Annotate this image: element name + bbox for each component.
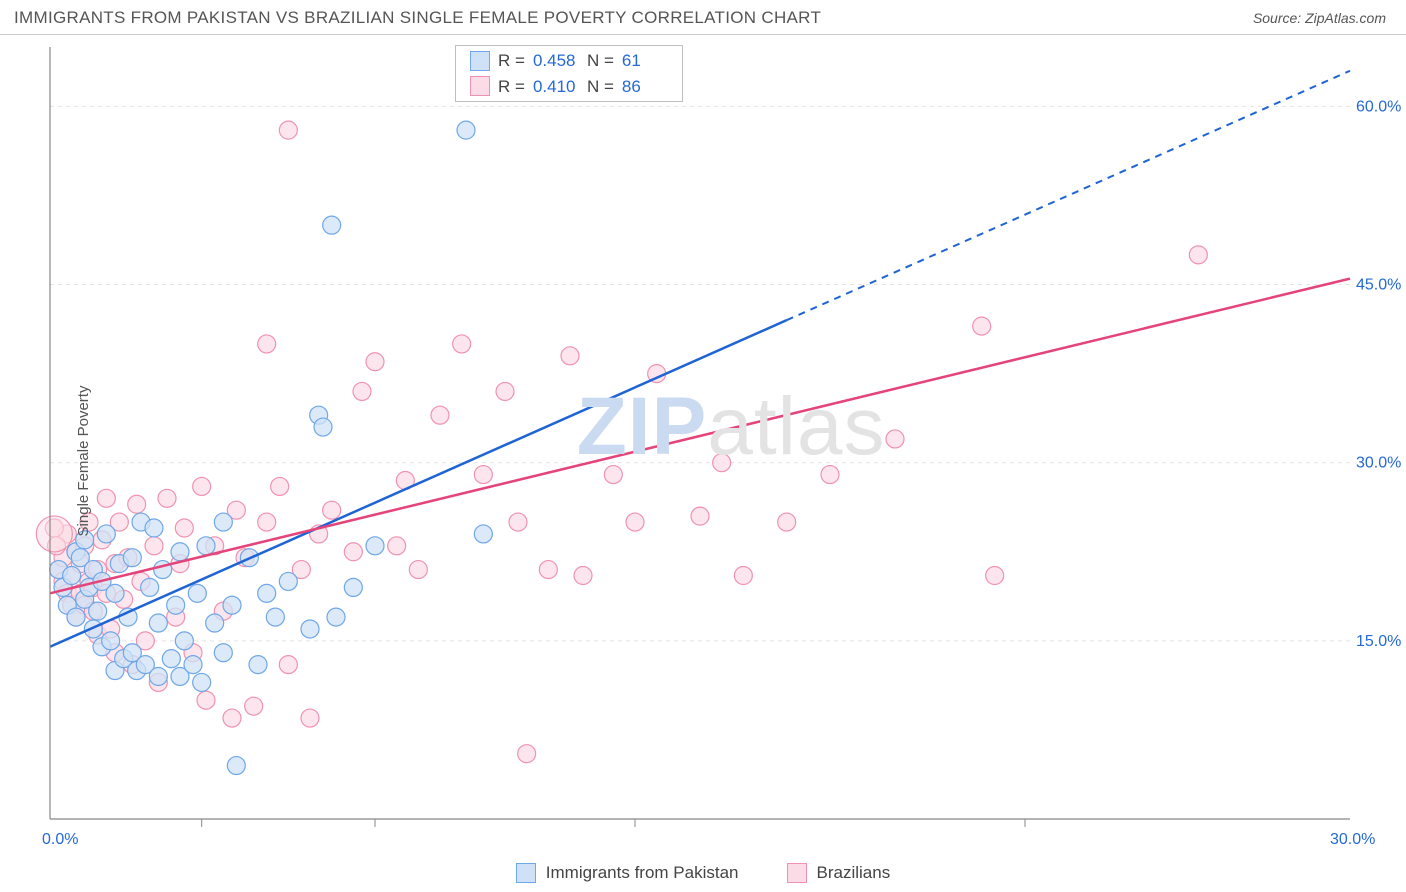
legend-stat-row: R = 0.458 N = 61: [456, 48, 682, 74]
n-label: N =: [587, 74, 614, 100]
legend-stat-row: R = 0.410 N = 86: [456, 74, 682, 100]
legend-swatch: [470, 51, 490, 71]
svg-text:45.0%: 45.0%: [1356, 277, 1401, 294]
x-axis-max-label: 30.0%: [1330, 831, 1375, 849]
correlation-legend: R = 0.458 N = 61 R = 0.410 N = 86: [455, 45, 683, 102]
scatter-plot: 15.0% 30.0% 45.0% 60.0%: [0, 35, 1406, 855]
r-value: 0.458: [533, 48, 579, 74]
legend-label: Immigrants from Pakistan: [546, 863, 739, 883]
legend-swatch: [470, 76, 490, 96]
x-axis-min-label: 0.0%: [42, 831, 78, 849]
legend-swatch: [787, 863, 807, 883]
series-legend: Immigrants from Pakistan Brazilians: [0, 863, 1406, 883]
svg-text:30.0%: 30.0%: [1356, 455, 1401, 472]
legend-item: Brazilians: [787, 863, 891, 883]
n-label: N =: [587, 48, 614, 74]
r-value: 0.410: [533, 74, 579, 100]
legend-label: Brazilians: [817, 863, 891, 883]
chart-title: IMMIGRANTS FROM PAKISTAN VS BRAZILIAN SI…: [14, 8, 821, 28]
n-value: 86: [622, 74, 668, 100]
source-attribution: Source: ZipAtlas.com: [1253, 10, 1386, 26]
svg-text:60.0%: 60.0%: [1356, 98, 1401, 115]
legend-item: Immigrants from Pakistan: [516, 863, 739, 883]
y-axis-label: Single Female Poverty: [75, 386, 92, 537]
r-label: R =: [498, 74, 525, 100]
svg-text:15.0%: 15.0%: [1356, 633, 1401, 650]
chart-area: Single Female Poverty 15.0% 30.0% 45.0% 60.…: [0, 35, 1406, 887]
n-value: 61: [622, 48, 668, 74]
legend-swatch: [516, 863, 536, 883]
r-label: R =: [498, 48, 525, 74]
chart-header: IMMIGRANTS FROM PAKISTAN VS BRAZILIAN SI…: [0, 0, 1406, 35]
